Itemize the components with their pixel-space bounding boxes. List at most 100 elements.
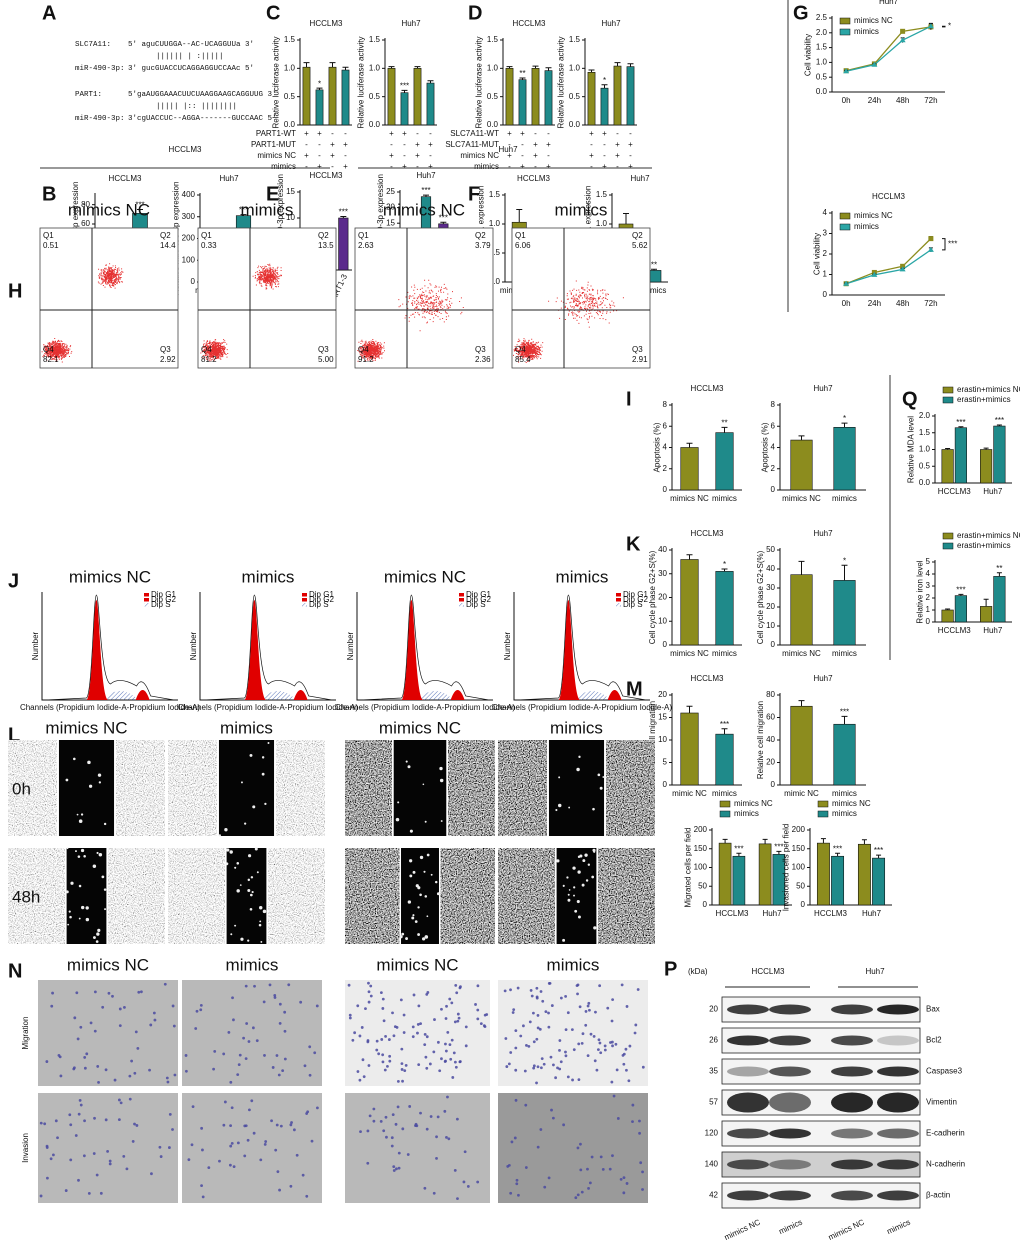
cell [190,1143,194,1147]
cell [76,1037,80,1041]
y-tick-label: 150 [792,844,806,853]
cell [380,1038,384,1041]
cell [448,1043,452,1047]
cell [289,1123,293,1127]
error-bar [820,838,826,844]
y-axis-label: Cell viability [803,34,812,76]
cell [278,1188,281,1192]
y-tick-label: 60 [766,713,775,722]
bar [680,447,699,491]
error-bar [721,426,728,433]
cell [579,1168,583,1172]
cell [68,910,71,913]
y-tick-label: 40 [766,564,775,573]
bar [816,842,830,906]
cell [455,991,459,995]
significance: *** [439,213,448,222]
error-bar [423,194,429,197]
histogram-outline [360,594,490,701]
y-tick-label: 2 [663,464,668,473]
y-tick-label: 15 [386,218,395,227]
cell [476,984,480,988]
cell [514,1068,518,1072]
cell [222,1052,226,1056]
cell [625,1068,628,1072]
bar [341,69,350,126]
cell [515,1182,519,1186]
y-tick-label: 200 [694,825,708,834]
cell [559,1060,563,1064]
protein-label: β-actin [926,1191,950,1200]
condition-mark: + [415,140,420,149]
legend-swatch [459,603,464,607]
legend-swatch [817,800,829,808]
condition-mark: + [389,129,394,138]
cell [412,993,416,997]
condition-name: mimics NC [257,151,296,160]
cell [230,1141,234,1145]
cell [104,1068,108,1072]
significance: * [603,76,606,85]
cell [379,991,383,995]
cell [367,1000,371,1004]
cell [289,1184,293,1188]
y-tick-label: 30 [766,583,775,592]
y-tick-label: 100 [792,863,806,872]
legend-swatch [942,396,954,404]
cell [390,1136,394,1140]
plot-label: mimics NC [68,200,150,219]
cell [397,1166,401,1170]
error-bar [506,66,513,69]
x-tick-label: mimics [832,789,857,798]
cell [417,906,420,909]
y-tick-label: 0 [771,640,776,649]
cell [390,1144,394,1148]
cell [564,1054,568,1058]
cell [278,1021,282,1025]
error-bar [721,728,728,735]
cell [247,1040,251,1043]
cell [576,1146,580,1150]
error-bar [945,608,951,610]
condition-label: mimics [226,955,279,974]
cell [299,1000,303,1004]
cell [397,801,400,804]
cell [463,1150,467,1154]
cell [262,909,267,914]
cell [385,1135,388,1139]
cell [49,1157,53,1161]
condition-mark: - [344,129,347,138]
x-tick-label: mimics NC [670,494,709,503]
bar [518,79,527,126]
cell [382,1019,386,1023]
cell [638,1119,641,1123]
band [831,1035,873,1046]
cell [255,1039,259,1043]
cell [89,1021,93,1025]
cell [603,1044,607,1048]
cell [250,876,254,879]
error-bar [601,84,608,89]
cell [588,1008,591,1012]
error-bar [722,838,728,844]
condition-label: mimics NC [379,718,461,737]
condition-mark: - [344,151,347,160]
cell [505,1065,509,1068]
bar [980,606,993,623]
cell [458,986,462,990]
error-bar [588,69,595,73]
cell [455,1117,459,1121]
cell [122,1154,126,1158]
cell [273,993,277,997]
cell [423,1043,427,1047]
sequence-name: SLC7A11: [75,41,111,49]
wound-gap [556,848,597,944]
cell [576,992,579,996]
cell [199,1008,203,1012]
cell [425,1127,429,1131]
band [769,1159,811,1170]
cell [411,916,415,920]
band [831,1190,873,1201]
band [727,1066,769,1077]
cell [118,1007,122,1011]
